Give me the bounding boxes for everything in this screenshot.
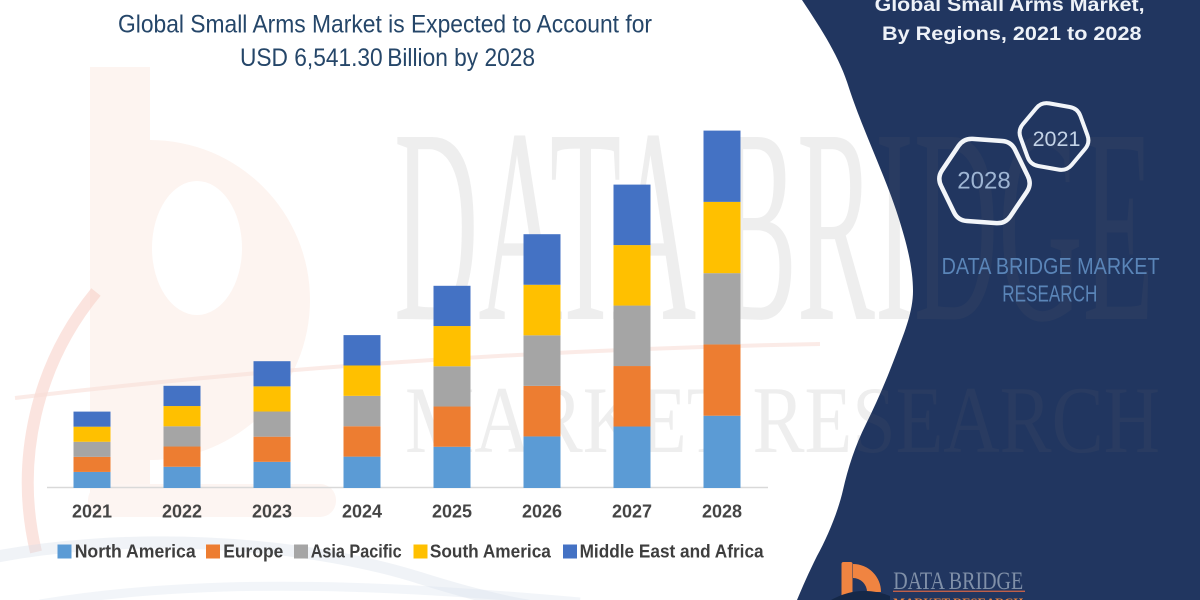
svg-text:DATA BRIDGE: DATA BRIDGE [394, 72, 1154, 380]
svg-text:By Regions, 2021 to 2028: By Regions, 2021 to 2028 [882, 24, 1142, 45]
svg-text:South America: South America [430, 542, 552, 562]
svg-text:Global Small Arms Market is Ex: Global Small Arms Market is Expected to … [118, 11, 652, 39]
svg-text:2028: 2028 [702, 502, 742, 522]
svg-text:USD 6,541.30 Billion by 2028: USD 6,541.30 Billion by 2028 [240, 44, 535, 72]
svg-text:2027: 2027 [612, 502, 652, 522]
svg-text:DATA BRIDGE MARKET: DATA BRIDGE MARKET [942, 253, 1160, 279]
svg-text:DATA BRIDGE: DATA BRIDGE [893, 568, 1023, 595]
svg-text:2023: 2023 [252, 502, 292, 522]
svg-text:Europe: Europe [223, 542, 283, 562]
svg-text:2028: 2028 [957, 168, 1010, 195]
svg-text:North America: North America [75, 542, 197, 562]
svg-text:2025: 2025 [432, 502, 472, 522]
svg-text:MARKET RESEARCH: MARKET RESEARCH [405, 367, 1160, 473]
svg-text:MARKET RESEARCH: MARKET RESEARCH [893, 595, 1024, 600]
svg-text:2021: 2021 [72, 502, 112, 522]
svg-text:2024: 2024 [342, 502, 382, 522]
svg-text:2026: 2026 [522, 502, 562, 522]
svg-text:Asia Pacific: Asia Pacific [311, 542, 402, 562]
svg-text:Middle East and Africa: Middle East and Africa [580, 542, 765, 562]
svg-text:2022: 2022 [162, 502, 202, 522]
svg-text:2021: 2021 [1033, 127, 1081, 151]
svg-text:RESEARCH: RESEARCH [1002, 281, 1097, 307]
svg-text:Global Small Arms Market,: Global Small Arms Market, [875, 0, 1145, 16]
